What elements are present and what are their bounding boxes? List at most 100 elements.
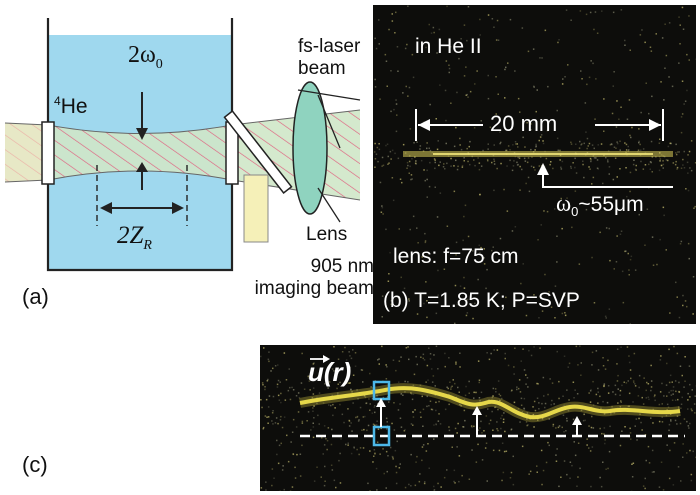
lens-shape	[292, 81, 328, 215]
noise-speck	[372, 461, 374, 463]
noise-speck	[661, 403, 663, 405]
noise-speck	[363, 428, 365, 431]
noise-speck	[665, 54, 668, 57]
noise-speck	[330, 443, 333, 446]
noise-speck	[408, 172, 410, 174]
noise-speck	[489, 126, 492, 128]
noise-speck	[492, 449, 495, 452]
noise-speck	[469, 90, 472, 93]
noise-speck	[411, 53, 414, 56]
noise-speck	[648, 462, 651, 464]
noise-speck	[443, 268, 446, 270]
noise-speck	[463, 276, 465, 279]
noise-speck	[634, 425, 636, 427]
noise-speck	[692, 450, 694, 453]
noise-speck	[435, 409, 437, 412]
noise-speck	[478, 244, 480, 247]
noise-speck	[414, 484, 417, 487]
noise-speck	[542, 376, 545, 379]
noise-speck	[663, 214, 665, 217]
noise-speck	[629, 49, 631, 51]
noise-speck	[589, 450, 592, 452]
noise-speck	[326, 439, 329, 442]
noise-speck	[525, 374, 527, 376]
noise-speck	[350, 388, 352, 391]
noise-speck	[503, 450, 506, 453]
noise-speck	[602, 400, 604, 403]
noise-speck	[381, 165, 383, 167]
noise-speck	[603, 130, 605, 132]
noise-speck	[522, 263, 524, 265]
noise-speck	[517, 407, 520, 410]
noise-speck	[668, 76, 670, 78]
noise-speck	[344, 346, 346, 349]
noise-speck	[400, 426, 403, 428]
noise-speck	[611, 143, 613, 146]
noise-speck	[638, 213, 640, 216]
noise-speck	[585, 208, 588, 211]
noise-speck	[638, 141, 640, 144]
noise-speck	[423, 169, 425, 171]
noise-speck	[385, 228, 387, 231]
noise-speck	[266, 380, 269, 382]
noise-speck	[465, 314, 468, 317]
noise-speck	[499, 237, 502, 240]
noise-speck	[499, 394, 502, 397]
noise-speck	[605, 317, 607, 319]
noise-speck	[280, 401, 282, 404]
noise-speck	[401, 181, 403, 184]
noise-speck	[592, 380, 594, 383]
waist-symbol: ω	[556, 191, 572, 216]
noise-speck	[493, 144, 495, 146]
noise-speck	[644, 164, 647, 166]
noise-speck	[578, 147, 581, 149]
noise-speck	[566, 420, 568, 422]
noise-speck	[515, 143, 517, 145]
noise-speck	[591, 364, 593, 366]
noise-speck	[601, 432, 603, 435]
noise-speck	[577, 364, 579, 366]
noise-speck	[680, 131, 683, 134]
noise-speck	[322, 402, 325, 404]
noise-speck	[458, 57, 460, 60]
noise-speck	[478, 168, 481, 171]
noise-speck	[513, 366, 515, 368]
noise-speck	[680, 403, 683, 405]
noise-speck	[514, 141, 517, 143]
noise-speck	[617, 388, 619, 390]
noise-speck	[345, 359, 348, 361]
fs-beam-line-2	[317, 94, 341, 149]
noise-speck	[416, 313, 419, 315]
noise-speck	[650, 50, 653, 52]
noise-speck	[480, 246, 482, 249]
noise-speck	[467, 298, 469, 301]
noise-speck	[665, 159, 668, 161]
noise-speck	[419, 411, 422, 414]
noise-speck	[659, 160, 661, 162]
noise-speck	[435, 401, 437, 404]
noise-speck	[556, 261, 558, 263]
noise-speck	[602, 461, 604, 463]
noise-speck	[524, 146, 526, 148]
noise-speck	[679, 365, 682, 367]
noise-speck	[455, 254, 457, 256]
noise-speck	[325, 438, 327, 440]
noise-speck	[453, 165, 455, 167]
noise-speck	[686, 305, 688, 308]
noise-speck	[693, 403, 696, 405]
noise-speck	[691, 389, 693, 391]
noise-speck	[561, 426, 563, 429]
noise-speck	[518, 379, 521, 381]
noise-speck	[519, 421, 521, 423]
noise-speck	[433, 438, 435, 440]
noise-speck	[497, 380, 500, 382]
noise-speck	[410, 485, 412, 487]
noise-speck	[385, 364, 387, 366]
noise-speck	[373, 406, 375, 408]
lens-label: Lens	[306, 224, 348, 245]
noise-speck	[694, 412, 696, 414]
noise-speck	[353, 447, 355, 449]
noise-speck	[608, 308, 611, 310]
noise-speck	[571, 226, 573, 229]
noise-speck	[566, 389, 568, 391]
